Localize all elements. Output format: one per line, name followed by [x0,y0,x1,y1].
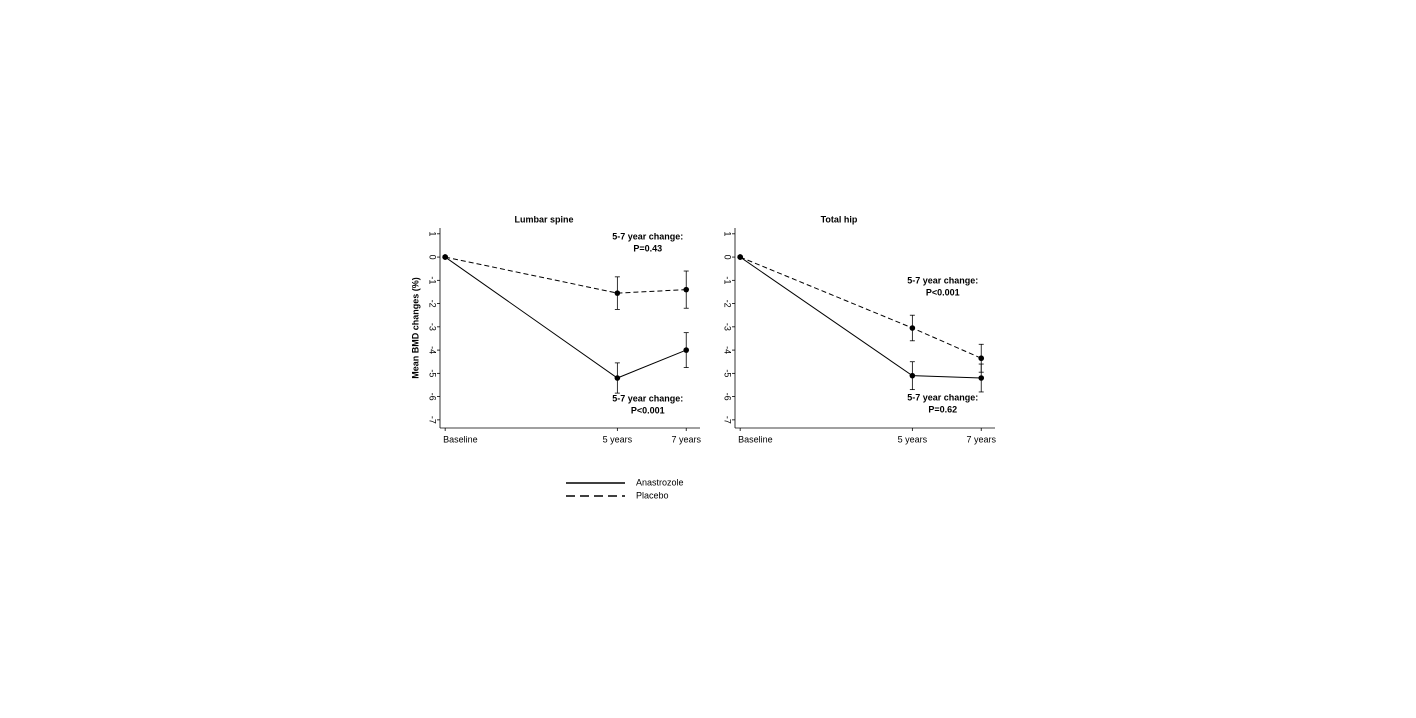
y-tick-label: -6 [723,393,733,401]
x-tick-label: 5 years [603,434,633,444]
series-line [444,256,687,379]
chart-title: Lumbar spine [514,214,573,224]
y-tick-label: -1 [723,276,733,284]
data-point [614,290,621,296]
y-tick-label: -6 [428,393,438,401]
x-tick-label: 5 years [898,434,928,444]
data-point [683,286,690,293]
y-tick-label: -3 [723,323,733,331]
x-tick-label: Baseline [738,434,773,444]
y-tick-label: -2 [723,300,733,308]
y-tick-label: -5 [723,369,733,377]
series-line [445,256,687,294]
x-tick-label: 7 years [966,434,996,444]
data-point [909,372,916,379]
x-tick-label: 7 years [671,434,701,444]
y-axis-label: Mean BMD changes (%) [410,277,420,379]
data-point [683,347,690,353]
annotation: 5-7 year change: [907,276,978,286]
y-tick-label: -3 [428,323,438,331]
chart-title: Total hip [821,214,858,224]
y-tick-label: 0 [428,255,438,260]
annotation: 5-7 year change: [907,392,978,402]
legend-label: Placebo [636,490,669,500]
y-tick-label: 1 [428,231,438,236]
data-point [737,254,743,260]
y-tick-label: -7 [428,416,438,424]
y-tick-label: 0 [723,255,733,260]
data-point [978,355,985,362]
annotation: 5-7 year change: [612,393,683,403]
x-tick-label: Baseline [443,434,478,444]
y-tick-label: -7 [723,416,733,424]
y-tick-label: -4 [723,346,733,354]
data-point [614,375,621,381]
annotation: P=0.43 [633,243,662,253]
y-tick-label: -1 [428,276,438,284]
data-point [978,375,985,381]
data-point [909,325,916,331]
y-tick-label: 1 [723,231,733,236]
y-tick-label: -5 [428,369,438,377]
annotation: P<0.001 [926,288,960,298]
data-point [442,254,448,260]
annotation: P<0.001 [631,405,665,415]
series-line [739,256,982,359]
y-tick-label: -2 [428,300,438,308]
annotation: 5-7 year change: [612,231,683,241]
annotation: P=0.62 [928,404,957,414]
legend-label: Anastrozole [636,477,684,487]
y-tick-label: -4 [428,346,438,354]
